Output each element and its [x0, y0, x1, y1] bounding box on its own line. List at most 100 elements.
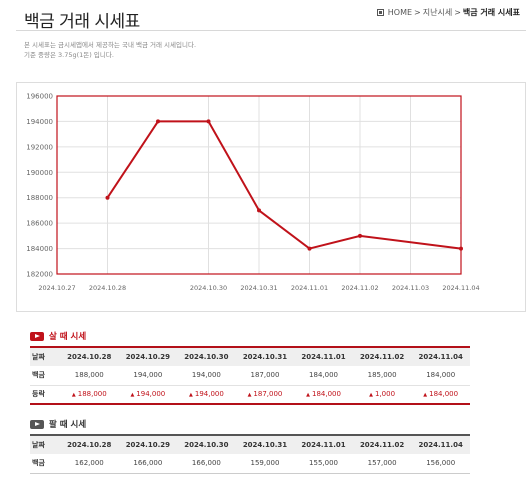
play-icon	[30, 419, 44, 429]
table-cell: 157,000	[367, 459, 397, 468]
y-tick-label: 184000	[26, 245, 53, 253]
table-header-date: 2024.10.31	[235, 435, 295, 454]
page-title: 백금 거래 시세표	[24, 12, 140, 32]
row-label: 백금	[32, 459, 45, 468]
table-cell: ▲ 184,000	[294, 384, 353, 404]
up-arrow-icon: ▲	[247, 392, 252, 399]
change-value: 184,000	[311, 390, 341, 399]
y-tick-label: 186000	[26, 220, 53, 228]
up-arrow-icon: ▲	[306, 392, 310, 399]
y-tick-label: 188000	[26, 194, 53, 202]
sell-price-section: 팔 때 시세 날짜 2024.10.28 2024.10.29 2024.10.30 2…	[30, 418, 470, 474]
data-point	[156, 119, 160, 124]
price-line-chart: 196000 194000 192000 190000 188000 186000 1840…	[26, 93, 479, 293]
table-cell: 162,000	[74, 459, 104, 468]
table-header-date: 2024.11.04	[411, 435, 470, 454]
table-header-date: 2024.10.30	[177, 435, 236, 454]
table-cell: 166,000	[133, 459, 163, 468]
data-point	[206, 119, 211, 124]
x-tick-label: 2024.11.03	[392, 284, 429, 292]
table-header-cell: 날짜	[30, 347, 60, 366]
table-header-date: 2024.11.02	[352, 347, 412, 366]
breadcrumb: HOME > 지난시세 > 백금 거래 시세표	[376, 7, 520, 18]
table-cell: ▲ 188,000	[60, 384, 119, 404]
table-cell: ▲ 187,000	[235, 384, 295, 404]
data-point	[459, 246, 463, 251]
breadcrumb-separator: >	[454, 8, 461, 17]
home-icon	[376, 9, 384, 16]
table-header-date: 2024.11.02	[352, 435, 412, 454]
table-header-date: 2024.10.30	[177, 347, 236, 366]
plot-area-border	[56, 95, 462, 275]
x-tick-label: 2024.10.27	[38, 284, 75, 292]
buy-price-table: 날짜 2024.10.28 2024.10.29 2024.10.30 2024.10.…	[30, 346, 470, 405]
table-cell: 166,000	[191, 459, 221, 468]
y-tick-label: 190000	[26, 169, 53, 177]
row-label: 백금	[32, 371, 45, 380]
table-cell: ▲ 184,000	[411, 384, 470, 404]
y-tick-label: 182000	[26, 271, 53, 279]
up-arrow-icon: ▲	[423, 392, 428, 399]
change-value: 194,000	[136, 390, 166, 399]
table-cell: 194,000	[191, 371, 221, 380]
breadcrumb-home[interactable]: HOME	[387, 8, 413, 17]
sell-price-table: 날짜 2024.10.28 2024.10.29 2024.10.30 2024.10.…	[30, 434, 470, 474]
series-line	[106, 120, 462, 250]
table-cell: ▲ 194,000	[177, 384, 236, 404]
table-cell: 194,000	[133, 371, 163, 380]
table-header-date: 2024.11.01	[294, 347, 353, 366]
change-value: 1,000	[375, 390, 396, 399]
breadcrumb-past-prices[interactable]: 지난시세	[422, 8, 453, 17]
table-cell: 188,000	[74, 371, 104, 380]
description: 본 시세표는 금시세앱에서 제공하는 국내 백금 거래 시세입니다. 기준 중량…	[24, 40, 196, 60]
sell-section-header: 팔 때 시세	[30, 418, 470, 430]
change-value: 184,000	[429, 390, 459, 399]
change-value: 194,000	[194, 390, 224, 399]
breadcrumb-separator: >	[414, 8, 421, 17]
table-header-date: 2024.10.31	[235, 347, 295, 366]
description-line: 본 시세표는 금시세앱에서 제공하는 국내 백금 거래 시세입니다.	[24, 41, 197, 49]
y-tick-label: 192000	[26, 143, 53, 151]
price-chart-container: 196000 194000 192000 190000 188000 186000 1840…	[16, 82, 526, 312]
table-cell: 159,000	[250, 459, 280, 468]
table-cell: 156,000	[426, 459, 456, 468]
title-divider	[16, 30, 526, 31]
change-value: 187,000	[253, 390, 283, 399]
breadcrumb-current: 백금 거래 시세표	[462, 8, 520, 17]
row-label: 등락	[30, 384, 60, 404]
buy-section-header: 살 때 시세	[30, 330, 470, 342]
buy-section-title: 살 때 시세	[49, 332, 87, 342]
table-cell: 155,000	[309, 459, 338, 468]
table-header-cell: 날짜	[30, 435, 60, 454]
description-line: 기준 중량은 3.75g(1돈) 입니다.	[24, 51, 114, 59]
table-cell: 184,000	[426, 371, 456, 380]
table-header-date: 2024.10.29	[118, 435, 178, 454]
x-tick-label: 2024.10.28	[89, 284, 126, 292]
table-cell: 187,000	[250, 371, 280, 380]
table-header-date: 2024.11.01	[294, 435, 353, 454]
up-arrow-icon: ▲	[369, 392, 373, 399]
table-row: 등락 ▲ 188,000 ▲ 194,000 ▲ 194,000 ▲ 187,000 ▲ 184,0…	[30, 384, 470, 404]
x-tick-label: 2024.11.02	[341, 284, 378, 292]
data-point	[257, 208, 261, 213]
table-header-date: 2024.10.29	[118, 347, 178, 366]
table-cell: ▲ 194,000	[118, 384, 178, 404]
table-row: 백금 188,000 194,000 194,000 187,000 184,000 185…	[30, 366, 470, 385]
table-cell: ▲ 1,000	[352, 384, 412, 404]
data-point	[105, 195, 110, 200]
table-row: 백금 162,000 166,000 166,000 159,000 155,000 157…	[30, 454, 470, 473]
y-tick-label: 196000	[26, 93, 53, 101]
play-icon	[30, 331, 44, 341]
data-point	[358, 233, 362, 238]
y-tick-label: 194000	[26, 118, 53, 126]
up-arrow-icon: ▲	[189, 392, 193, 399]
sell-section-title: 팔 때 시세	[49, 420, 87, 430]
table-header-date: 2024.11.04	[411, 347, 470, 366]
x-tick-label: 2024.11.04	[442, 284, 479, 292]
up-arrow-icon: ▲	[130, 392, 135, 399]
data-point	[307, 246, 312, 251]
x-tick-label: 2024.10.31	[240, 284, 277, 292]
table-header-date: 2024.10.28	[60, 435, 119, 454]
up-arrow-icon: ▲	[71, 392, 76, 399]
change-value: 188,000	[77, 390, 107, 399]
